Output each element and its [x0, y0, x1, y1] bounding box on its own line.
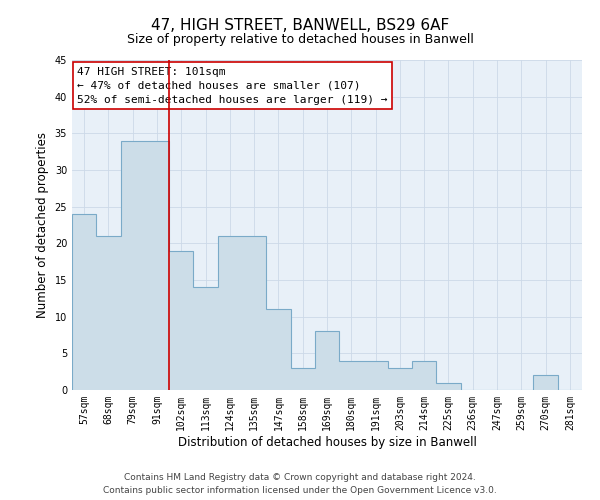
Text: 47, HIGH STREET, BANWELL, BS29 6AF: 47, HIGH STREET, BANWELL, BS29 6AF	[151, 18, 449, 32]
Text: Contains HM Land Registry data © Crown copyright and database right 2024.
Contai: Contains HM Land Registry data © Crown c…	[103, 474, 497, 495]
Text: Size of property relative to detached houses in Banwell: Size of property relative to detached ho…	[127, 32, 473, 46]
Text: 47 HIGH STREET: 101sqm
← 47% of detached houses are smaller (107)
52% of semi-de: 47 HIGH STREET: 101sqm ← 47% of detached…	[77, 66, 388, 104]
Y-axis label: Number of detached properties: Number of detached properties	[36, 132, 49, 318]
X-axis label: Distribution of detached houses by size in Banwell: Distribution of detached houses by size …	[178, 436, 476, 448]
